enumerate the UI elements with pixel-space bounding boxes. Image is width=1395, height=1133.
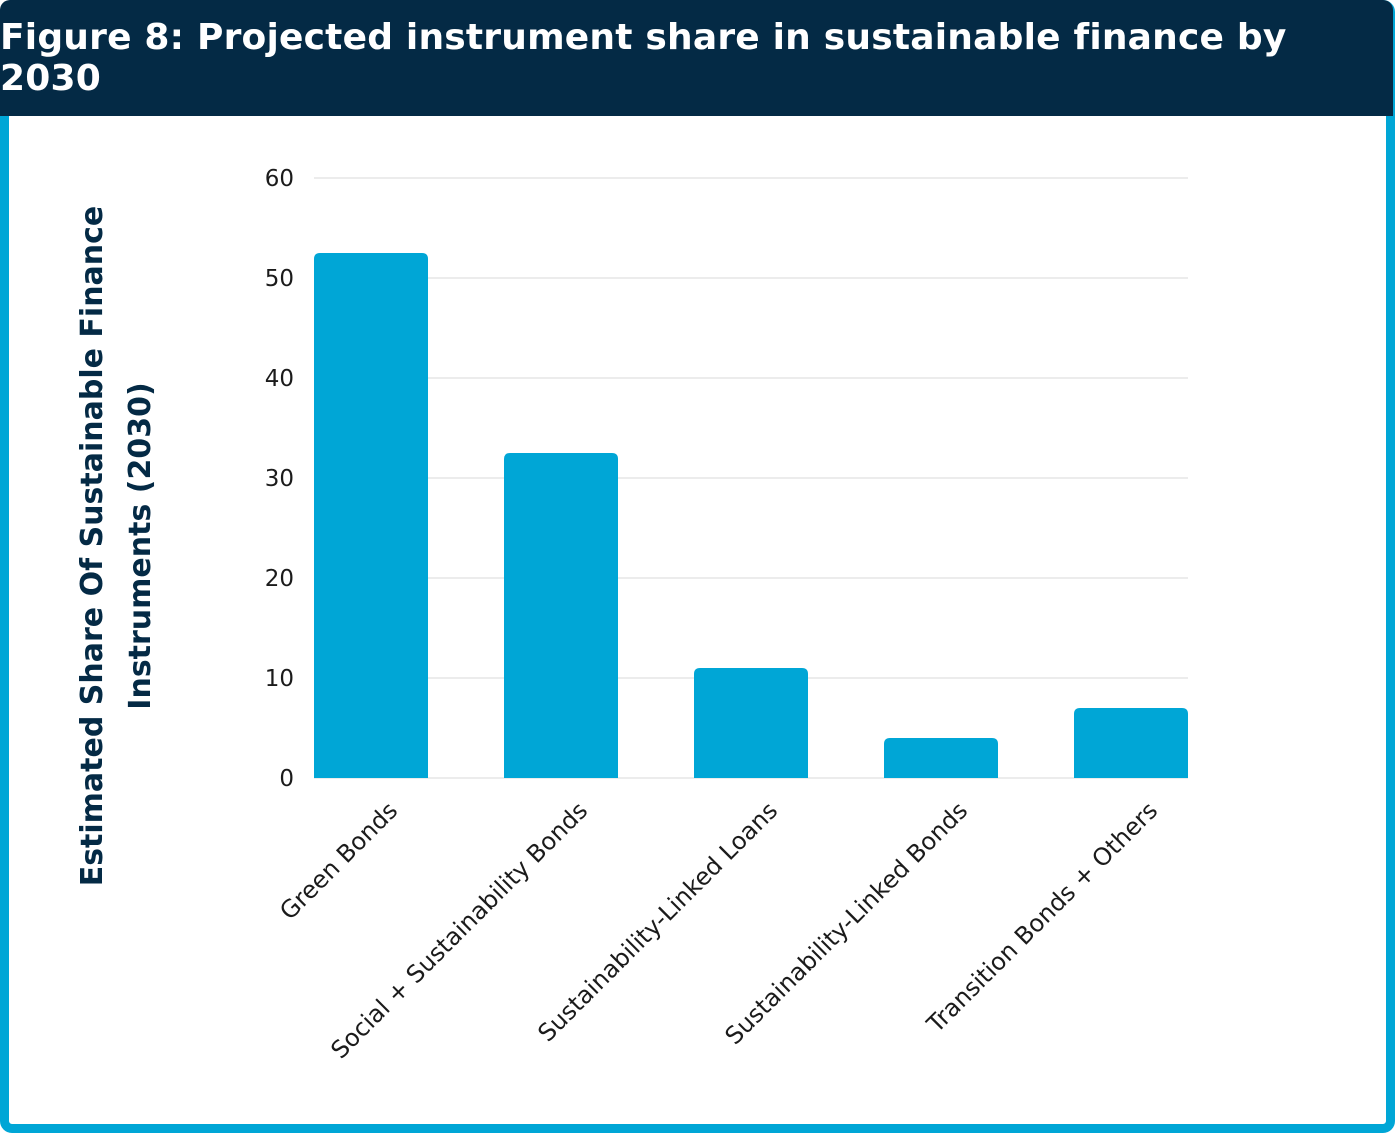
category-label: Transition Bonds + Others <box>921 796 1163 1038</box>
y-axis-title-line-2: Instruments (2030) <box>123 382 158 709</box>
figure-title: Figure 8: Projected instrument share in … <box>0 17 1287 99</box>
y-tick-label: 60 <box>265 166 294 192</box>
bar-sustainability-linked-bonds <box>884 738 998 778</box>
bar-transition-bonds-others <box>1074 708 1188 778</box>
y-axis-title-line-1: Estimated Share Of Sustainable Finance <box>75 206 110 887</box>
figure-header: Figure 8: Projected instrument share in … <box>0 0 1393 116</box>
y-tick-label: 30 <box>265 466 294 492</box>
y-tick-label: 10 <box>265 666 294 692</box>
y-tick-label: 20 <box>265 566 294 592</box>
category-label: Green Bonds <box>274 796 403 925</box>
y-tick-label: 40 <box>265 366 294 392</box>
bar-green-bonds <box>314 253 428 778</box>
y-tick-label: 0 <box>279 766 294 792</box>
bar-sustainability-linked-loans <box>694 668 808 778</box>
bar-social-sustainability-bonds <box>504 453 618 778</box>
y-tick-label: 50 <box>265 266 294 292</box>
y-tick-labels: 0 10 20 30 40 50 60 <box>265 166 294 792</box>
bars <box>314 253 1188 778</box>
